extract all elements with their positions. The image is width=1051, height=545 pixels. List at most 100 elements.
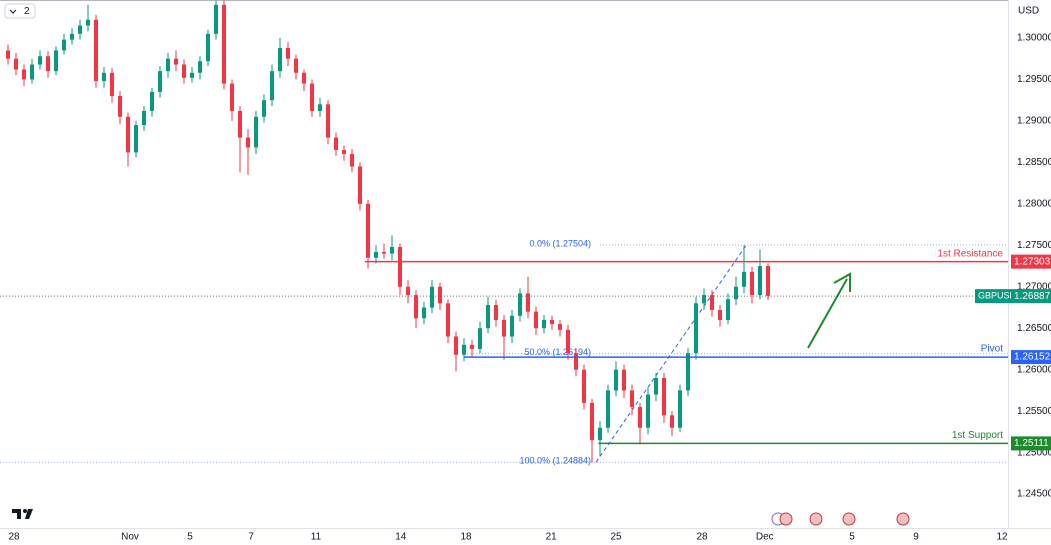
- level-value: 1.27303: [1014, 256, 1051, 267]
- y-tick-label: 1.24500: [1017, 489, 1051, 500]
- x-tick-label: 28: [8, 532, 20, 543]
- candle-body: [158, 71, 162, 92]
- fib-label: 50.0% (1.26194): [524, 347, 591, 357]
- level-value: 1.25111: [1014, 438, 1049, 449]
- x-tick-label: 18: [460, 532, 472, 543]
- candle-body: [542, 319, 546, 329]
- price-tag: [1011, 289, 1051, 304]
- candle-body: [558, 324, 562, 330]
- chevron: [9, 9, 17, 14]
- candle-body: [614, 369, 618, 391]
- x-tick-label: 21: [546, 532, 558, 543]
- candle-body: [422, 307, 426, 319]
- candle-body: [238, 110, 242, 138]
- candle-body: [14, 58, 18, 70]
- y-tick-label: 1.26000: [1017, 364, 1051, 375]
- candle-body: [326, 104, 330, 138]
- candle-body: [726, 299, 730, 320]
- y-tick-label: 1.27000: [1017, 281, 1051, 292]
- candle-body: [142, 110, 146, 126]
- currency[interactable]: USD: [1018, 6, 1039, 17]
- level-name: 1st Resistance: [937, 248, 1003, 259]
- fib-trend: [595, 244, 747, 463]
- candle-body: [734, 286, 738, 300]
- y-tick-label: 1.28500: [1017, 157, 1051, 168]
- candle-body: [62, 39, 66, 51]
- level-tag: [1011, 436, 1051, 451]
- candle-body: [518, 293, 522, 316]
- level-name: Pivot: [981, 344, 1003, 355]
- candle-body: [382, 251, 386, 254]
- candle-body: [414, 295, 418, 319]
- candle-body: [758, 266, 762, 296]
- candle-body: [38, 56, 42, 65]
- x-tick-label: Dec: [756, 532, 774, 543]
- candle-body: [606, 390, 610, 428]
- candle-body: [254, 116, 258, 148]
- fib-label: 100.0% (1.24884): [519, 456, 591, 466]
- candle-body: [46, 56, 50, 72]
- candle-body: [502, 319, 506, 337]
- candle-body: [310, 83, 314, 111]
- candle-body: [366, 203, 370, 258]
- y-tick-label: 1.26500: [1017, 323, 1051, 334]
- candle-body: [230, 83, 234, 111]
- x-tick-label: 25: [610, 532, 622, 543]
- candles: [6, 0, 770, 463]
- y-tick-label: 1.28000: [1017, 198, 1051, 209]
- y-tick-label: 1.29500: [1017, 74, 1051, 85]
- candle-body: [534, 311, 538, 329]
- candle-body: [582, 369, 586, 403]
- candle-body: [406, 286, 410, 296]
- candle-body: [454, 336, 458, 355]
- event-icons: [771, 512, 910, 526]
- candle-body: [670, 415, 674, 428]
- symbol-label: GBPUSD: [978, 291, 1017, 301]
- y-tick-label: 1.30000: [1017, 33, 1051, 44]
- candle-body: [486, 305, 490, 329]
- candle-body: [222, 4, 226, 84]
- candle-body: [334, 137, 338, 150]
- candle-body: [494, 305, 498, 320]
- arrow-head: [833, 272, 851, 292]
- candle-body: [662, 377, 666, 416]
- candle-body: [358, 166, 362, 204]
- y-tick-label: 1.25000: [1017, 447, 1051, 458]
- candle-body: [766, 266, 770, 296]
- fib-label: 0.0% (1.27504): [529, 238, 591, 248]
- candle-body: [166, 58, 170, 72]
- candle-body: [590, 402, 594, 441]
- candle-body: [94, 19, 98, 82]
- candle-body: [70, 33, 74, 40]
- candle-body: [750, 271, 754, 296]
- candle-body: [174, 58, 178, 65]
- y-tick-label: 1.27500: [1017, 240, 1051, 251]
- y-tick-label: 1.29000: [1017, 116, 1051, 127]
- interval-button[interactable]: [4, 3, 36, 19]
- candle-body: [198, 61, 202, 73]
- candle-body: [214, 4, 218, 34]
- candle-body: [598, 427, 602, 441]
- candle-body: [182, 64, 186, 78]
- level-value: 1.26152: [1014, 352, 1051, 363]
- candle-body: [190, 72, 194, 78]
- candle-body: [150, 91, 154, 111]
- candle-body: [206, 33, 210, 62]
- candle-body: [470, 344, 474, 349]
- candle-body: [54, 50, 58, 72]
- x-tick-label: 9: [913, 532, 919, 543]
- candle-body: [398, 246, 402, 287]
- arrow: [807, 278, 848, 349]
- candle-body: [630, 390, 634, 408]
- candle-body: [30, 64, 34, 80]
- symbol-tag: [975, 289, 1011, 304]
- candle-body: [694, 303, 698, 354]
- candle-body: [390, 246, 394, 254]
- x-tick-label: Nov: [121, 532, 139, 543]
- x-tick-label: 5: [849, 532, 855, 543]
- y-tick-label: 1.25500: [1017, 406, 1051, 417]
- candle-body: [286, 47, 290, 59]
- x-tick-label: 7: [248, 532, 254, 543]
- interval: 2: [24, 6, 30, 17]
